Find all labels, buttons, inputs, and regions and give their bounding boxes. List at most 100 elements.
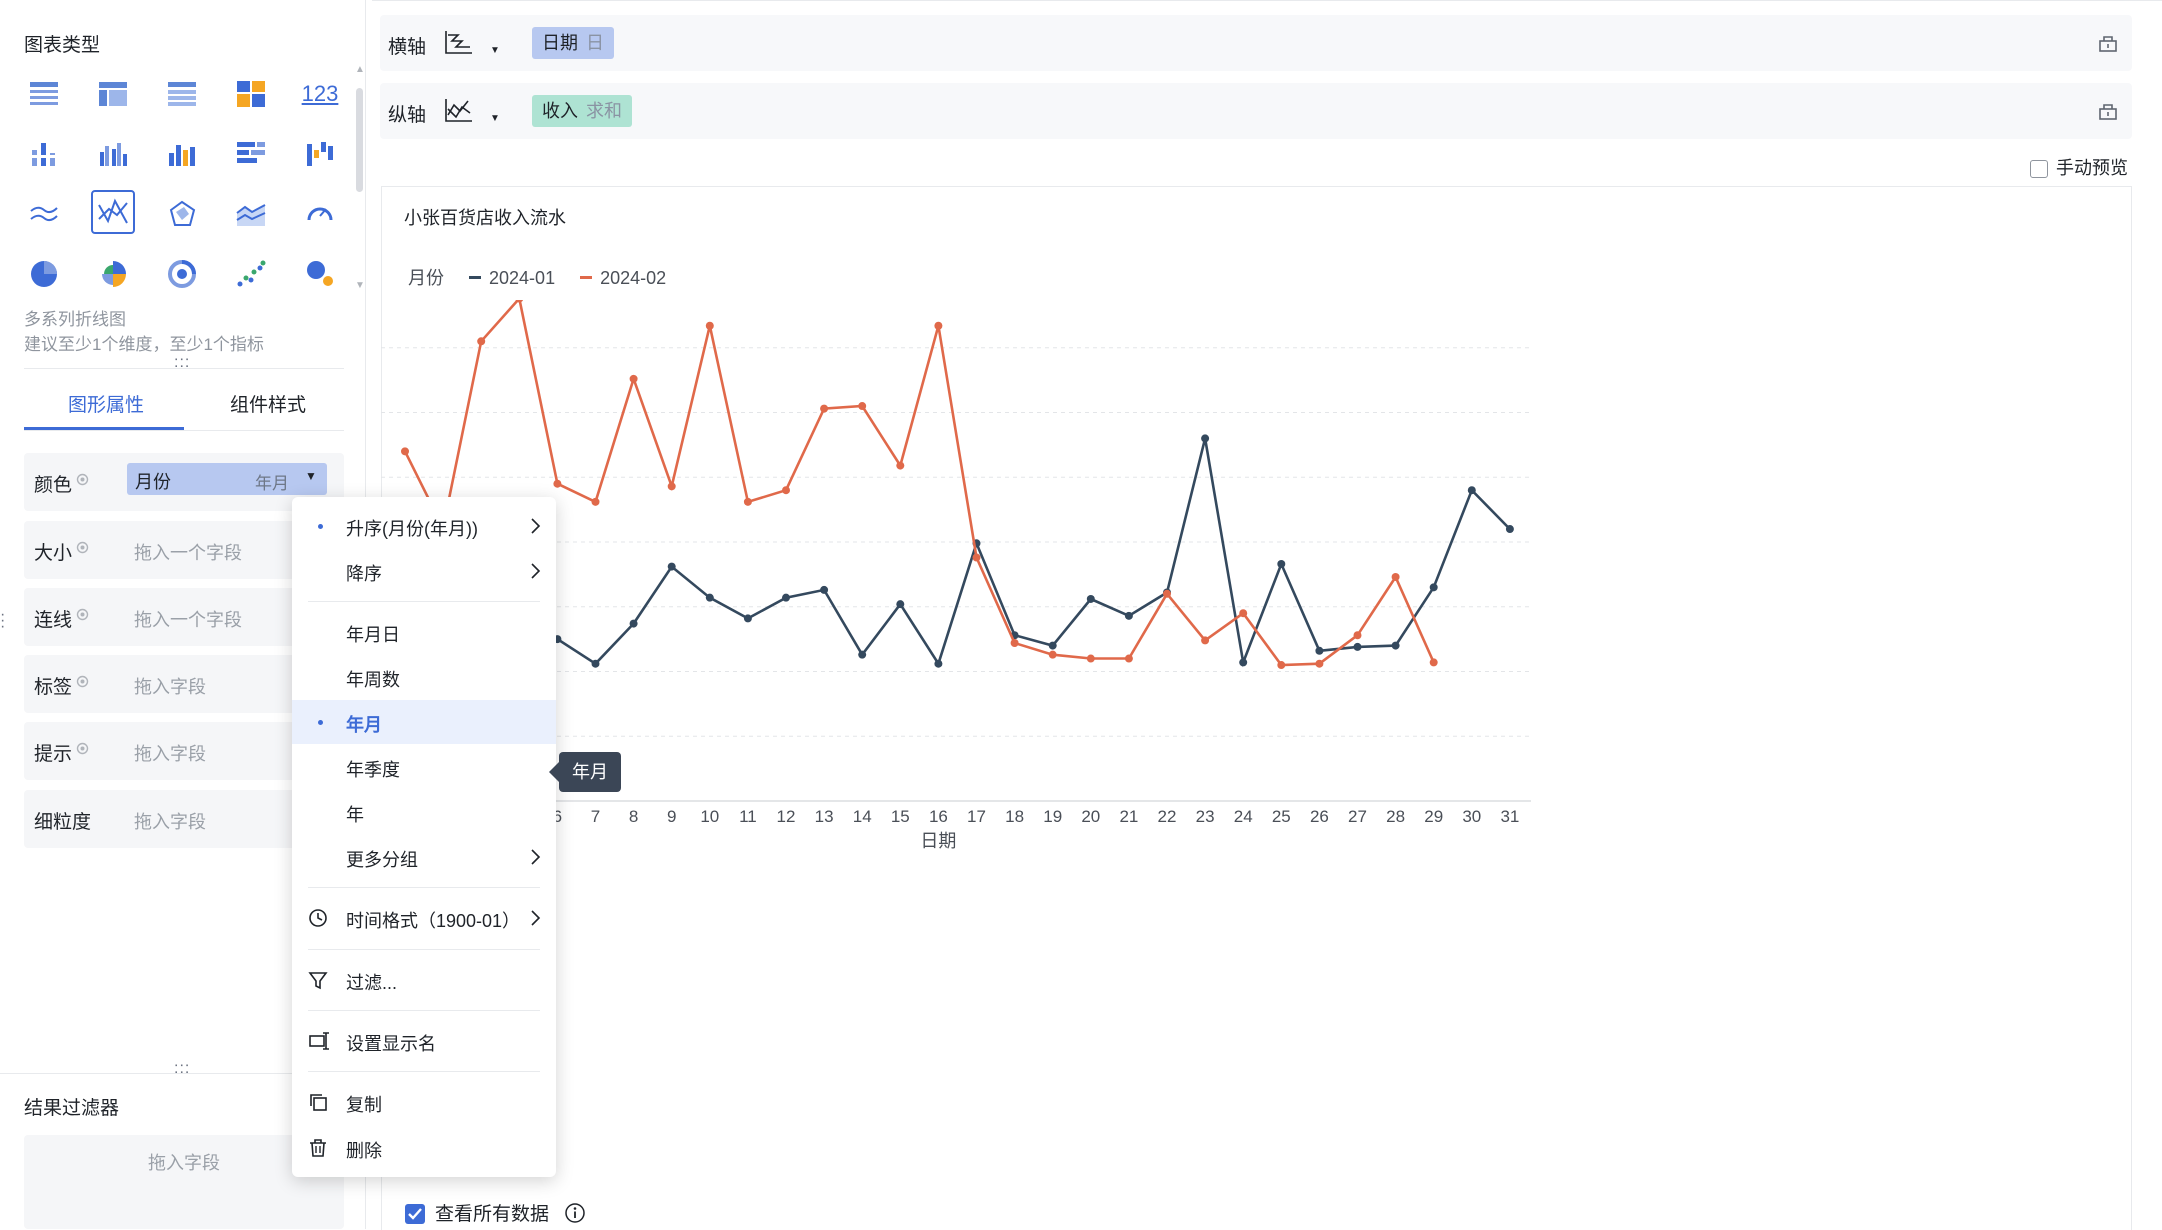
x-axis-lock-icon[interactable] [2098, 33, 2118, 58]
table-type-icon[interactable] [22, 72, 66, 116]
data-point[interactable] [934, 659, 943, 668]
rose-pie-type-icon[interactable] [91, 252, 135, 296]
scroll-up-icon[interactable]: ▲ [355, 64, 365, 75]
granularity-drop-zone[interactable]: 拖入字段 [134, 812, 206, 832]
legend-item-2024-01[interactable]: 2024-01 [489, 268, 556, 288]
gauge-type-icon[interactable] [298, 192, 342, 236]
data-point[interactable] [477, 337, 486, 346]
size-drop-zone[interactable]: 拖入一个字段 [134, 543, 242, 563]
multi-line-type-icon[interactable] [91, 190, 135, 234]
data-point[interactable] [667, 562, 676, 571]
scatter-type-icon[interactable] [229, 252, 273, 296]
dropdown-caret-icon[interactable]: ▼ [305, 469, 317, 483]
settings-icon[interactable] [76, 742, 89, 755]
area-line-type-icon[interactable] [22, 192, 66, 236]
settings-icon[interactable] [76, 608, 89, 621]
data-point[interactable] [705, 321, 714, 330]
panel-resize-grip-icon[interactable]: · · · [0, 606, 6, 635]
data-point[interactable] [1010, 639, 1019, 648]
number-card-type-icon[interactable]: 123 [298, 72, 342, 116]
stacked-area-type-icon[interactable] [229, 192, 273, 236]
data-point[interactable] [1277, 661, 1286, 670]
data-point[interactable] [1163, 589, 1171, 598]
block-type-icon[interactable] [229, 72, 273, 116]
chart-types-scrollbar[interactable] [356, 88, 363, 192]
y-axis-chart-icon[interactable] [444, 97, 474, 128]
manual-preview-toggle[interactable]: 手动预览 [2030, 154, 2128, 180]
ring-type-icon[interactable] [160, 252, 204, 296]
menu-item-filter[interactable]: 过滤... [292, 958, 556, 1002]
info-icon[interactable] [564, 1202, 586, 1224]
bar-type-icon[interactable] [160, 132, 204, 176]
y-axis-lock-icon[interactable] [2098, 101, 2118, 126]
data-point[interactable] [1315, 659, 1324, 668]
data-point[interactable] [820, 585, 829, 594]
data-point[interactable] [1201, 636, 1210, 645]
menu-item-set-display-name[interactable]: 设置显示名 [292, 1019, 556, 1063]
data-point[interactable] [1315, 646, 1324, 655]
bubble-type-icon[interactable] [298, 252, 342, 296]
data-point[interactable] [1086, 654, 1095, 663]
data-point[interactable] [1201, 434, 1210, 443]
data-point[interactable] [1048, 650, 1057, 659]
data-point[interactable] [1467, 486, 1476, 495]
resize-handle-bottom[interactable]: ::: [174, 1060, 191, 1077]
data-point[interactable] [553, 479, 562, 488]
menu-item-yq[interactable]: 年季度 [292, 745, 556, 789]
data-point[interactable] [782, 486, 790, 495]
x-axis-field-pill[interactable]: 日期日 [532, 27, 614, 59]
data-point[interactable] [401, 447, 409, 456]
data-point[interactable] [515, 300, 524, 303]
data-point[interactable] [667, 482, 676, 491]
data-point[interactable] [1505, 525, 1514, 534]
menu-item-delete[interactable]: 删除 [292, 1126, 556, 1170]
settings-icon[interactable] [76, 541, 89, 554]
settings-icon[interactable] [76, 675, 89, 688]
y-axis-caret-icon[interactable]: ▼ [490, 113, 500, 124]
data-point[interactable] [1239, 658, 1248, 667]
data-point[interactable] [705, 593, 714, 602]
pivot-table-type-icon[interactable] [91, 72, 135, 116]
color-field-pill[interactable]: 月份 年月 ▼ [127, 463, 327, 495]
data-point[interactable] [1429, 658, 1438, 667]
data-point[interactable] [858, 650, 867, 659]
grouped-bar-type-icon[interactable] [91, 132, 135, 176]
menu-item-yw[interactable]: 年周数 [292, 655, 556, 699]
x-axis-chart-icon[interactable] [444, 29, 474, 60]
menu-item-y[interactable]: 年 [292, 790, 556, 834]
data-point[interactable] [972, 553, 981, 562]
y-axis-field-pill[interactable]: 收入 求和 [532, 95, 632, 127]
data-point[interactable] [896, 461, 905, 470]
data-point[interactable] [1391, 641, 1400, 650]
data-point[interactable] [782, 593, 790, 602]
menu-item-copy[interactable]: 复制 [292, 1080, 556, 1124]
data-point[interactable] [1239, 609, 1248, 618]
tab-graphic-props[interactable]: 图形属性 [68, 395, 145, 416]
data-point[interactable] [1124, 654, 1133, 663]
resize-handle-top[interactable]: ::: [174, 354, 191, 371]
data-point[interactable] [1124, 611, 1133, 620]
view-all-checkbox[interactable] [405, 1204, 425, 1224]
line-drop-zone[interactable]: 拖入一个字段 [134, 610, 242, 630]
menu-item-asc[interactable]: 升序(月份(年月)) [292, 504, 556, 548]
data-point[interactable] [743, 614, 752, 623]
data-point[interactable] [1353, 631, 1362, 640]
data-point[interactable] [1429, 583, 1438, 592]
data-point[interactable] [1391, 572, 1400, 581]
result-filter-drop-zone[interactable]: 拖入字段 [24, 1135, 344, 1229]
waterfall-type-icon[interactable] [298, 132, 342, 176]
radar-type-icon[interactable] [160, 192, 204, 236]
tip-drop-zone[interactable]: 拖入字段 [134, 744, 206, 764]
data-point[interactable] [629, 619, 638, 628]
data-point[interactable] [591, 659, 600, 668]
view-all-data-toggle[interactable]: 查看所有数据 [405, 1199, 586, 1226]
data-point[interactable] [896, 600, 905, 609]
tab-component-style[interactable]: 组件样式 [230, 395, 307, 416]
tag-drop-zone[interactable]: 拖入字段 [134, 677, 206, 697]
settings-icon[interactable] [76, 473, 89, 486]
pie-type-icon[interactable] [22, 252, 66, 296]
menu-item-more-group[interactable]: 更多分组 [292, 835, 556, 879]
menu-item-time-format[interactable]: 时间格式（1900-01） [292, 896, 556, 940]
manual-preview-checkbox[interactable] [2030, 160, 2048, 178]
menu-item-ymd[interactable]: 年月日 [292, 610, 556, 654]
